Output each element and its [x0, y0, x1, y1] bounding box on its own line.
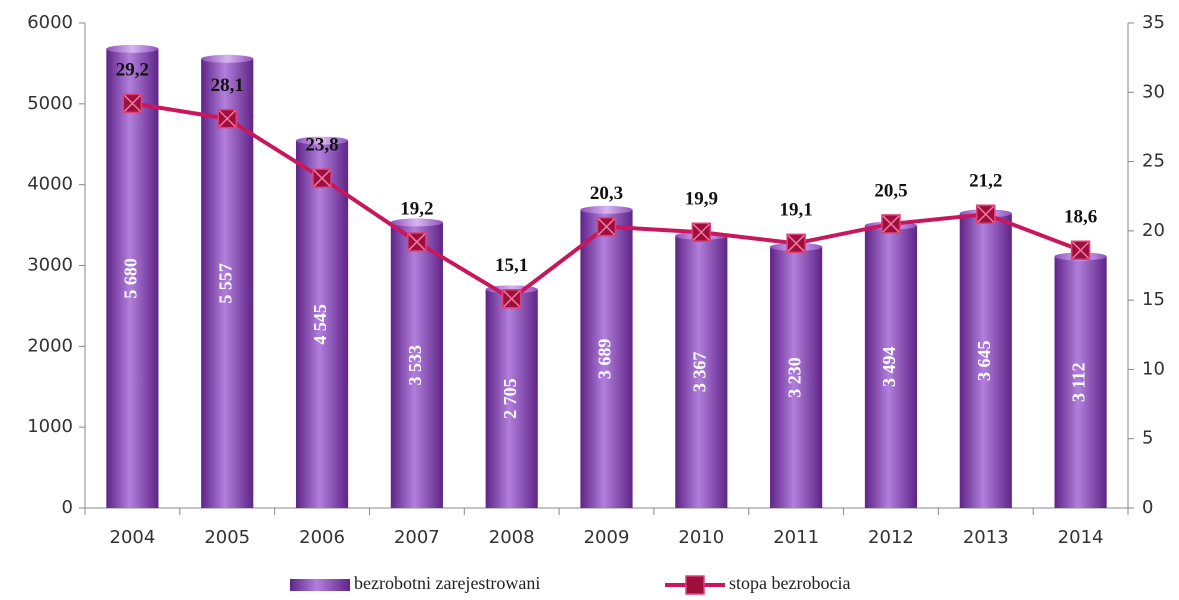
x-tick-label: 2011: [773, 527, 819, 548]
x-tick-label: 2005: [204, 527, 250, 548]
bar: [106, 48, 159, 508]
y2-tick-label: 35: [1142, 12, 1165, 33]
bar-value-label: 5 557: [215, 263, 235, 304]
x-tick-label: 2008: [489, 527, 535, 548]
marker-cross: [977, 205, 995, 223]
x-tick-label: 2013: [963, 527, 1009, 548]
bar-value-label: 4 545: [310, 304, 330, 345]
y2-tick-label: 20: [1142, 220, 1165, 241]
bar-value-label: 3 367: [689, 352, 709, 393]
y-tick-label: 6000: [27, 12, 73, 33]
bar: [1054, 256, 1107, 508]
line-value-label: 20,3: [590, 183, 623, 204]
x-tick-label: 2007: [394, 527, 440, 548]
legend-label: bezrobotni zarejestrowani: [354, 573, 540, 593]
x-tick-label: 2004: [110, 527, 156, 548]
line-value-label: 28,1: [211, 75, 244, 96]
line-value-label: 21,2: [969, 171, 1002, 192]
bar: [580, 209, 633, 508]
marker-cross: [882, 215, 900, 233]
y2-tick-label: 15: [1142, 289, 1165, 310]
bar: [295, 140, 349, 509]
marker-cross: [503, 290, 521, 308]
bar: [201, 58, 254, 508]
y-tick-label: 0: [62, 497, 73, 518]
x-tick-label: 2009: [584, 527, 630, 548]
y-tick-label: 3000: [27, 255, 73, 276]
y2-tick-label: 10: [1142, 358, 1165, 379]
bar-value-label: 5 680: [121, 258, 141, 299]
bar-value-label: 2 705: [500, 378, 520, 419]
marker-cross: [123, 94, 141, 112]
bar-value-label: 3 494: [879, 347, 899, 388]
legend-label: stopa bezrobocia: [729, 573, 850, 593]
line-value-label: 20,5: [874, 180, 907, 201]
line-value-label: 19,1: [780, 200, 813, 221]
bar: [390, 222, 443, 508]
marker-cross: [1072, 241, 1090, 259]
marker-cross: [787, 234, 805, 252]
bar: [864, 225, 918, 508]
bar-value-label: 3 645: [974, 340, 994, 381]
y-tick-label: 2000: [27, 335, 73, 356]
x-tick-label: 2012: [868, 527, 914, 548]
y2-tick-label: 25: [1142, 151, 1165, 172]
bar-value-label: 3 112: [1069, 362, 1089, 402]
line-value-label: 15,1: [495, 255, 528, 276]
bar: [770, 246, 823, 509]
bar: [675, 235, 728, 508]
x-tick-label: 2010: [678, 527, 724, 548]
line-value-label: 23,8: [305, 135, 338, 156]
legend-marker: [685, 575, 705, 595]
marker-cross: [313, 169, 331, 187]
line-value-label: 18,6: [1064, 207, 1097, 228]
bar-value-label: 3 689: [595, 339, 615, 380]
y2-tick-label: 30: [1142, 81, 1165, 102]
marker-cross: [218, 110, 236, 128]
line-value-label: 19,2: [400, 198, 433, 219]
y2-tick-label: 5: [1142, 428, 1153, 449]
marker-cross: [597, 218, 616, 236]
bar: [959, 213, 1012, 509]
line-value-label: 19,9: [685, 189, 718, 210]
x-tick-label: 2006: [299, 527, 345, 548]
y-tick-label: 4000: [27, 174, 73, 195]
bar-cap: [106, 44, 159, 53]
bar-value-label: 3 533: [405, 345, 425, 386]
y-tick-label: 1000: [27, 416, 73, 437]
y-tick-label: 5000: [27, 93, 73, 114]
marker-cross: [408, 233, 426, 251]
y2-tick-label: 0: [1142, 497, 1153, 518]
bar: [485, 289, 538, 508]
bar-cap: [580, 205, 633, 214]
marker-cross: [692, 223, 710, 241]
bar-cap: [295, 136, 349, 145]
bar-cap: [201, 54, 254, 63]
line-value-label: 29,2: [116, 60, 149, 81]
bar-value-label: 3 230: [784, 357, 804, 398]
legend-swatch: [290, 579, 350, 591]
bar-cap: [390, 218, 443, 227]
x-tick-label: 2014: [1058, 527, 1104, 548]
